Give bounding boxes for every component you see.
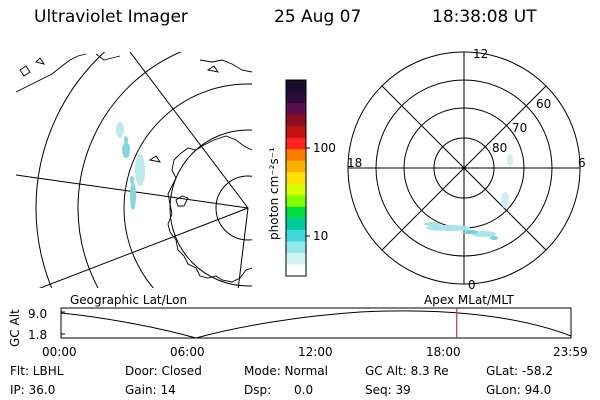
colorbar-cell — [286, 91, 306, 104]
status-door: Door: Closed — [125, 364, 202, 378]
status-glat: GLat: -58.2 — [486, 364, 553, 378]
map-aurora-patch — [124, 136, 128, 144]
mlt-label-12: 12 — [473, 47, 489, 61]
time-label: 18:38:08 UT — [432, 7, 537, 27]
map-meridian — [38, 207, 249, 288]
status-mode: Mode: Normal — [244, 364, 328, 378]
timeline-x-tick-1800: 18:00 — [426, 345, 461, 359]
status-dsp: Dsp: 0.0 — [244, 383, 314, 397]
map-aurora-patch — [122, 142, 130, 158]
map-aurora-patch — [130, 182, 136, 210]
altitude-curve — [60, 310, 572, 339]
timeline-x-tick-1200: 12:00 — [298, 345, 333, 359]
map-coastline — [16, 53, 87, 93]
map-coastline — [95, 53, 121, 61]
colorbar-cell — [286, 218, 306, 231]
map-coastline — [19, 65, 31, 77]
timeline-y-tick-bottom: 1.8 — [28, 328, 48, 342]
timeline-x-tick-2359: 23:59 — [553, 345, 588, 359]
timeline-y-tick-top: 9.0 — [28, 307, 48, 321]
lat-label-70: 70 — [512, 121, 528, 135]
colorbar-cell — [286, 160, 306, 173]
colorbar-cell — [286, 137, 306, 150]
colorbar-cell — [286, 183, 306, 196]
polar-aurora-patch — [507, 154, 513, 166]
status-ip: IP: 36.0 — [10, 383, 56, 397]
map-meridian — [237, 207, 249, 288]
polar-aurora-patch — [490, 236, 498, 240]
status-gc-alt: GC Alt: 8.3 Re — [365, 364, 449, 378]
colorbar-cell — [286, 126, 306, 139]
map-aurora-patch — [135, 154, 145, 186]
colorbar-cell — [286, 80, 306, 93]
map-coastline — [167, 135, 252, 283]
map-coastline — [35, 57, 46, 65]
status-glon: GLon: 94.0 — [486, 383, 552, 397]
lat-label-60: 60 — [536, 97, 552, 111]
timeline-x-tick-0000: 00:00 — [42, 345, 77, 359]
lat-label-80: 80 — [492, 141, 508, 155]
colorbar-tick-100: 100 — [313, 141, 336, 155]
colorbar-cell — [286, 252, 306, 265]
map-aurora-patch — [116, 122, 124, 138]
colorbar-cell — [286, 172, 306, 185]
map-aurora-patch — [130, 176, 134, 184]
colorbar-cell — [286, 264, 306, 277]
colorbar-cell — [286, 114, 306, 127]
mlt-label-18: 18 — [347, 156, 363, 170]
colorbar-cell — [286, 195, 306, 208]
timeline-x-tick-0600: 06:00 — [170, 345, 205, 359]
polar-aurora-patch — [472, 231, 496, 237]
polar-diagonal — [381, 85, 547, 251]
polar-aurora-patch — [426, 225, 470, 231]
map-coastline — [175, 195, 189, 207]
colorbar-cell — [286, 206, 306, 219]
colorbar-cell — [286, 149, 306, 162]
map-lat-circle — [77, 52, 182, 288]
map-lat-circle — [123, 83, 252, 288]
timeline-right-label: Apex MLat/MLT — [424, 293, 514, 307]
status-gain: Gain: 14 — [125, 383, 176, 397]
colorbar-cell — [286, 229, 306, 242]
timeline-left-label: Geographic Lat/Lon — [70, 293, 188, 307]
polar-aurora-patch — [501, 192, 509, 208]
colorbar-cell — [286, 241, 306, 254]
polar-aurora-patch — [462, 230, 478, 234]
map-meridian — [129, 52, 249, 209]
status-filter: Flt: LBHL — [10, 364, 64, 378]
map-lat-circle — [169, 129, 252, 287]
map-coastline — [148, 155, 161, 163]
colorbar-cell — [286, 103, 306, 116]
status-seq: Seq: 39 — [365, 383, 411, 397]
instrument-title: Ultraviolet Imager — [34, 7, 188, 27]
mlt-label-0: 0 — [468, 278, 476, 292]
polar-aurora-patch — [424, 222, 440, 226]
map-lat-circle — [35, 52, 106, 288]
mlt-label-6: 6 — [578, 156, 586, 170]
map-coastline — [206, 65, 219, 73]
date-label: 25 Aug 07 — [274, 7, 362, 27]
colorbar-tick-10: 10 — [313, 229, 329, 243]
map-lat-circle — [215, 175, 252, 241]
map-coastline — [199, 59, 252, 73]
